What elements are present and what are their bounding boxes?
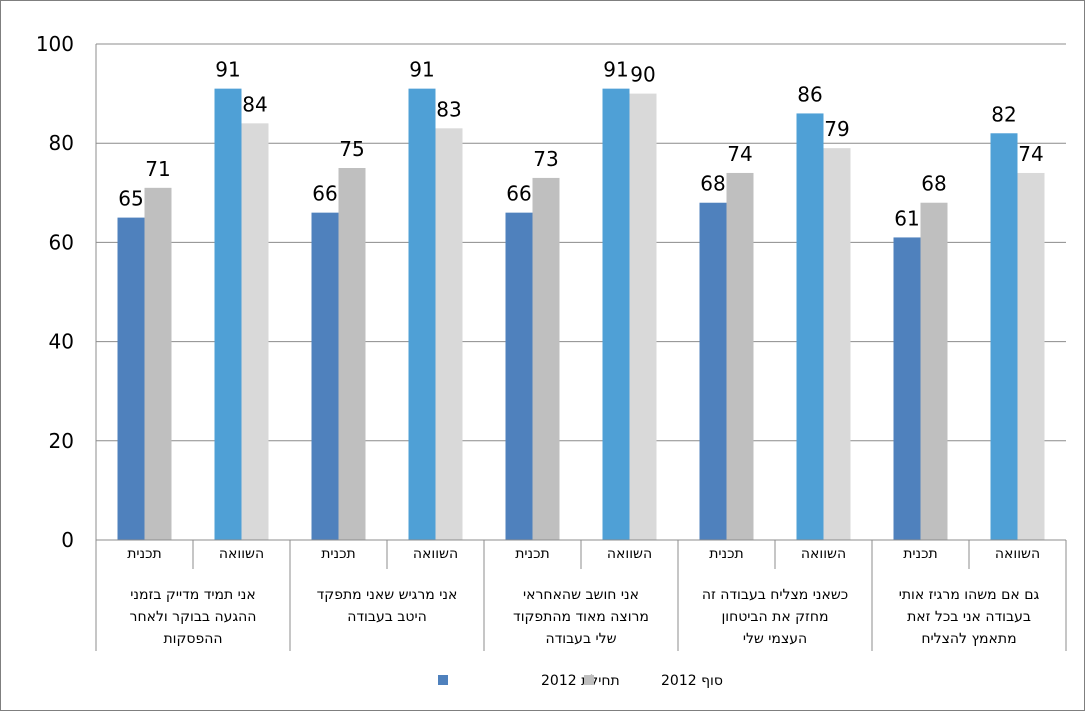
data-label: 66 bbox=[506, 182, 531, 206]
bar-comparison-end bbox=[435, 128, 463, 540]
data-label: 66 bbox=[312, 182, 337, 206]
bar-program-start bbox=[117, 217, 145, 540]
subgroup-label: השוואה bbox=[995, 546, 1040, 562]
data-label: 61 bbox=[894, 206, 919, 230]
bar-program-start bbox=[699, 202, 727, 540]
data-label: 71 bbox=[145, 157, 170, 181]
bar-program-start bbox=[311, 212, 339, 540]
data-label: 68 bbox=[700, 172, 725, 196]
bar-program-end bbox=[920, 202, 948, 540]
data-label: 75 bbox=[339, 137, 364, 161]
legend-swatch-start bbox=[438, 675, 448, 685]
bar-comparison-end bbox=[823, 148, 851, 540]
bar-program-end bbox=[726, 172, 754, 540]
data-label: 86 bbox=[797, 82, 822, 106]
group-label-line: ההגעה בבוקר ולאחר bbox=[130, 609, 257, 625]
data-label: 83 bbox=[436, 97, 461, 121]
group-label-line: אני תמיד מדייק בזמני bbox=[130, 587, 255, 603]
group-label-line: העצמי שלי bbox=[743, 631, 807, 647]
subgroup-label: השוואה bbox=[413, 546, 458, 562]
group-label-line: בעבודה אני בכל זאת bbox=[907, 609, 1031, 625]
bar-program-end bbox=[532, 177, 560, 541]
bar-program-end bbox=[338, 168, 366, 540]
group-label-line: מתאמץ להצליח bbox=[921, 631, 1016, 647]
y-tick-label: 40 bbox=[49, 330, 74, 354]
bar-program-start bbox=[505, 212, 533, 540]
subgroup-label: השוואה bbox=[607, 546, 652, 562]
bar-comparison-start bbox=[796, 113, 824, 540]
bar-comparison-start bbox=[408, 88, 436, 540]
legend-swatch-end bbox=[584, 675, 594, 685]
group-label-line: מחזק את הביטחון bbox=[721, 609, 828, 625]
data-label: 91 bbox=[215, 58, 240, 82]
group-label-line: מרוצה מאוד מהתפקוד bbox=[513, 609, 649, 625]
y-tick-label: 60 bbox=[49, 230, 74, 254]
axes bbox=[95, 44, 1067, 651]
bar-comparison-end bbox=[1017, 172, 1045, 540]
bar-comparison-start bbox=[602, 88, 630, 540]
bar-program-end bbox=[144, 187, 172, 540]
data-label: 91 bbox=[409, 58, 434, 82]
data-label: 74 bbox=[727, 142, 752, 166]
group-label-line: שלי בעבודה bbox=[545, 631, 616, 647]
bars bbox=[117, 88, 1045, 541]
subgroup-label: תכנית bbox=[321, 546, 356, 562]
subgroup-label: תכנית bbox=[903, 546, 938, 562]
data-label: 79 bbox=[824, 117, 849, 141]
data-label: 73 bbox=[533, 147, 558, 171]
legend: תחילת 2012 סוף 2012 bbox=[438, 673, 723, 689]
y-tick-label: 0 bbox=[61, 528, 74, 552]
group-label-line: ההפסקות bbox=[163, 631, 222, 647]
data-label: 68 bbox=[921, 172, 946, 196]
subgroup-label: תכנית bbox=[127, 546, 162, 562]
y-tick-label: 80 bbox=[49, 131, 74, 155]
bar-comparison-end bbox=[629, 93, 657, 540]
group-label-line: היטב בעבודה bbox=[347, 609, 426, 625]
legend-label-end: סוף 2012 bbox=[661, 673, 723, 689]
y-tick-label: 20 bbox=[49, 429, 74, 453]
bar-comparison-start bbox=[214, 88, 242, 540]
data-label: 65 bbox=[118, 187, 143, 211]
bar-comparison-end bbox=[241, 123, 269, 541]
group-label-line: גם אם משהו מרגיז אותי bbox=[899, 587, 1040, 603]
bar-comparison-start bbox=[990, 133, 1018, 540]
group-label-line: כשאני מצליח בעבודה זה bbox=[702, 587, 848, 603]
subgroup-label: השוואה bbox=[801, 546, 846, 562]
y-tick-label: 100 bbox=[36, 32, 74, 56]
data-label: 82 bbox=[991, 102, 1016, 126]
data-label: 90 bbox=[630, 63, 655, 87]
subgroup-label: תכנית bbox=[515, 546, 550, 562]
data-label: 84 bbox=[242, 92, 267, 116]
subgroup-label: תכנית bbox=[709, 546, 744, 562]
data-label: 74 bbox=[1018, 142, 1043, 166]
group-label-line: אני חושב שהאחראי bbox=[523, 587, 639, 603]
legend-label-start: תחילת 2012 bbox=[541, 673, 620, 689]
subgroup-label: השוואה bbox=[219, 546, 264, 562]
data-label: 91 bbox=[603, 58, 628, 82]
group-label-line: אני מרגיש שאני מתפקד bbox=[317, 587, 458, 603]
bar-program-start bbox=[893, 237, 921, 540]
